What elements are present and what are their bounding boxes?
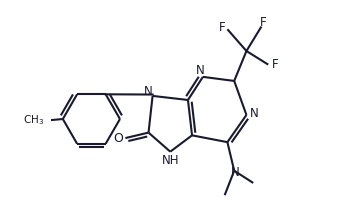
Text: O: O xyxy=(113,132,123,145)
Text: N: N xyxy=(250,107,258,120)
Text: CH$_3$: CH$_3$ xyxy=(24,113,45,127)
Text: F: F xyxy=(272,58,278,71)
Text: F: F xyxy=(219,21,226,34)
Text: N: N xyxy=(196,64,204,77)
Text: F: F xyxy=(260,16,266,29)
Text: N: N xyxy=(144,85,153,97)
Text: NH: NH xyxy=(162,154,179,167)
Text: N: N xyxy=(231,166,240,178)
